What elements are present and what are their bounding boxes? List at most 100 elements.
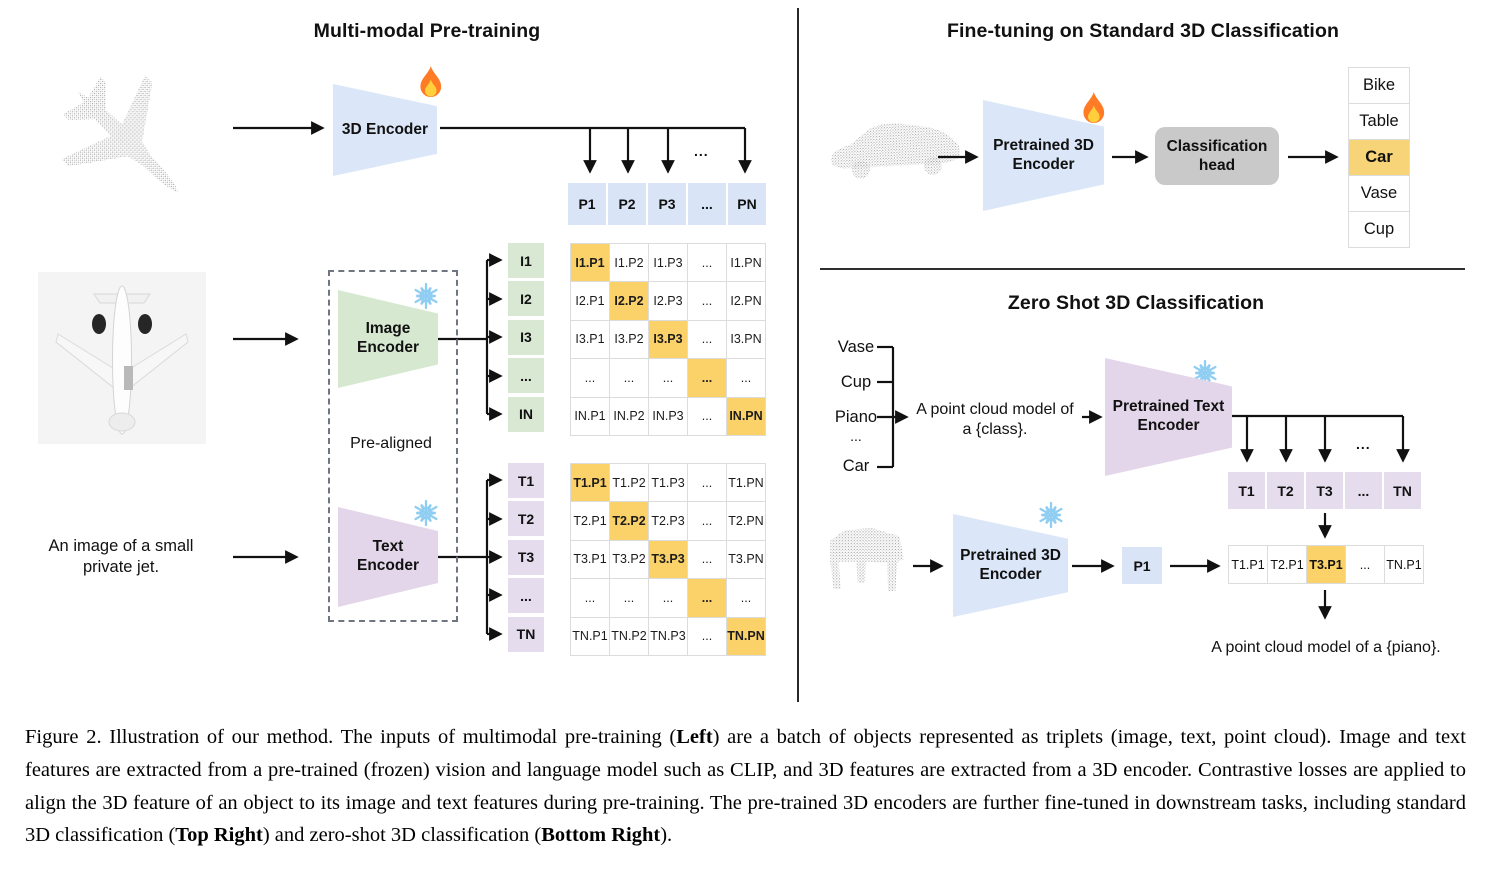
zero-shot-class-word: Vase xyxy=(837,338,875,356)
similarity-cell: ... xyxy=(727,359,765,397)
similarity-cell: ... xyxy=(688,282,726,320)
class-option: Bike xyxy=(1349,68,1409,103)
p-feature-cell: PN xyxy=(728,183,766,225)
caption-segment: ) and zero-shot 3D classification ( xyxy=(262,824,542,847)
3d-encoder-label: 3D Encoder xyxy=(341,120,429,138)
similarity-cell: TN.P3 xyxy=(649,617,687,655)
similarity-cell: I2.PN xyxy=(727,282,765,320)
class-prompt-text: A point cloud model of a {class}. xyxy=(905,400,1085,441)
similarity-cell: I2.P2 xyxy=(610,282,648,320)
similarity-cell: I3.P3 xyxy=(649,320,687,359)
text-feature-cell: T2 xyxy=(508,501,544,537)
similarity-cell: ... xyxy=(727,579,765,617)
zero-shot-class-word: Piano xyxy=(834,408,878,426)
similarity-cell: T2.PN xyxy=(727,502,765,540)
pretrained-3d-encoder-zs-label-line2: Encoder xyxy=(979,565,1042,583)
airplane-point-cloud-image xyxy=(61,75,179,193)
class-option: Table xyxy=(1349,104,1409,139)
similarity-cell: ... xyxy=(688,359,726,397)
image-text-prompt: An image of a small private jet. xyxy=(18,536,224,578)
classification-head-label-line2: head xyxy=(1198,157,1236,174)
zero-shot-class-word: Car xyxy=(842,457,870,475)
right-bottom-panel-title: Zero Shot 3D Classification xyxy=(1007,292,1265,314)
caption-bold-segment: Bottom Right xyxy=(541,824,661,847)
similarity-result-cell: T1.P1 xyxy=(1229,546,1267,583)
pretrained-3d-encoder-zs-label-line1: Pretrained 3D xyxy=(960,546,1061,564)
similarity-cell: ... xyxy=(571,359,609,397)
car-point-cloud-image xyxy=(831,123,960,179)
similarity-cell: T2.P2 xyxy=(610,502,648,540)
classification-head-label-line1: Classification xyxy=(1166,137,1268,155)
similarity-result-cell: ... xyxy=(1346,546,1384,583)
similarity-cell: IN.P3 xyxy=(649,397,687,435)
text-feature-cell: T3 xyxy=(508,539,544,575)
text-feature-labels: T1 T2 T3... TN xyxy=(508,463,544,652)
text-feature-cell: T1 xyxy=(1228,472,1265,509)
text-feature-cell: ... xyxy=(508,578,544,614)
text-feature-cell: T3 xyxy=(1306,472,1343,509)
class-option: Vase xyxy=(1349,176,1409,211)
similarity-cell: IN.PN xyxy=(727,397,765,435)
caption-segment: ) are a batch of objects represented as … xyxy=(25,726,1466,847)
class-option: Cup xyxy=(1349,212,1409,247)
similarity-cell: T3.PN xyxy=(727,540,765,579)
similarity-cell: ... xyxy=(688,320,726,359)
image-feature-cell: I3 xyxy=(508,319,544,355)
caption-segment: ). xyxy=(660,824,673,847)
caption-segment: Figure 2. Illustration of our method. Th… xyxy=(25,726,677,748)
similarity-cell: ... xyxy=(688,502,726,540)
p-feature-row: P1 P2 P3... PN xyxy=(568,183,766,225)
similarity-result-row: T1.P1 T2.P1 T3.P1... TN.P1 xyxy=(1228,545,1424,584)
classification-head-block: Classification head xyxy=(1155,127,1279,185)
similarity-cell: I1.P1 xyxy=(571,244,609,282)
similarity-cell: I3.PN xyxy=(727,320,765,359)
similarity-cell: T1.P2 xyxy=(610,464,648,502)
zero-shot-class-word: Cup xyxy=(840,373,872,391)
similarity-cell: I3.P2 xyxy=(610,320,648,359)
class-option: Car xyxy=(1349,140,1409,175)
left-panel-title: Multi-modal Pre-training xyxy=(313,20,541,42)
similarity-cell: ... xyxy=(610,359,648,397)
similarity-cell: TN.P2 xyxy=(610,617,648,655)
similarity-cell: IN.P1 xyxy=(571,397,609,435)
similarity-cell: T1.P1 xyxy=(571,464,609,502)
image-encoder-label-line2: Encoder xyxy=(356,339,419,356)
similarity-cell: T1.PN xyxy=(727,464,765,502)
pretrained-3d-encoder-label-line1: Pretrained 3D xyxy=(993,136,1094,154)
similarity-cell: ... xyxy=(649,359,687,397)
right-top-panel-title: Fine-tuning on Standard 3D Classificatio… xyxy=(947,20,1339,42)
image-feature-labels: I1 I2 I3... IN xyxy=(508,243,544,432)
class-prompt-line1: A point cloud model of xyxy=(916,401,1074,418)
similarity-cell: T1.P3 xyxy=(649,464,687,502)
zero-shot-class-ellipsis: ... xyxy=(850,428,862,444)
text-point-similarity-matrix: T1.P1 T1.P2 T1.P3... T1.PN T2.P1 T2.P2 T2.P3..… xyxy=(570,463,766,656)
similarity-cell: T3.P3 xyxy=(649,540,687,579)
image-text-prompt-line2: private jet. xyxy=(82,558,160,577)
similarity-cell: ... xyxy=(688,464,726,502)
similarity-cell: I2.P3 xyxy=(649,282,687,320)
pretrained-text-encoder-label-line2: Encoder xyxy=(1137,417,1200,434)
figure-caption: Figure 2. Illustration of our method. Th… xyxy=(25,721,1466,852)
similarity-cell: TN.PN xyxy=(727,617,765,655)
text-feature-cell: TN xyxy=(508,616,544,652)
similarity-cell: I1.P2 xyxy=(610,244,648,282)
image-feature-cell: IN xyxy=(508,396,544,432)
p-feature-cell: ... xyxy=(688,183,726,225)
piano-point-cloud-image xyxy=(830,528,904,591)
similarity-cell: ... xyxy=(688,579,726,617)
text-feature-cell: ... xyxy=(1345,472,1382,509)
snowflake-icon xyxy=(1038,503,1063,527)
result-prompt-text: A point cloud model of a {piano}. xyxy=(1211,639,1441,656)
p-feature-cell: P3 xyxy=(648,183,686,225)
similarity-result-cell: TN.P1 xyxy=(1385,546,1423,583)
similarity-cell: T3.P1 xyxy=(571,540,609,579)
pretrained-3d-encoder-label-line2: Encoder xyxy=(1012,155,1075,173)
fire-icon xyxy=(1083,92,1105,124)
similarity-cell: I1.PN xyxy=(727,244,765,282)
image-encoder-label-line1: Image xyxy=(365,320,411,338)
image-feature-cell: I1 xyxy=(508,243,544,278)
similarity-cell: ... xyxy=(688,244,726,282)
connector-arrows xyxy=(233,8,1465,702)
